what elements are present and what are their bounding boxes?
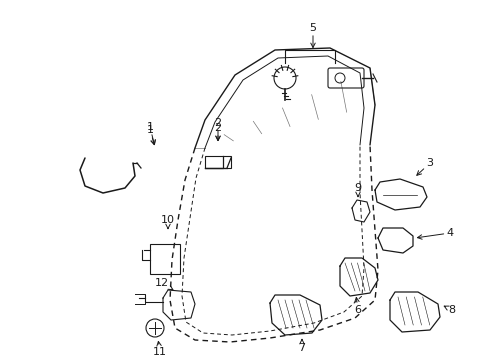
Text: 1: 1 [146, 122, 155, 145]
Text: 11: 11 [153, 341, 167, 357]
Text: 5: 5 [309, 23, 316, 48]
Bar [150, 244, 180, 274]
Text: 8: 8 [443, 305, 455, 315]
Text: 12: 12 [155, 278, 173, 290]
Text: 4: 4 [417, 228, 453, 239]
Text: 1: 1 [146, 125, 155, 145]
Text: 9: 9 [354, 183, 361, 197]
Text: 2: 2 [214, 118, 221, 140]
Text: 6: 6 [354, 297, 361, 315]
Text: 2: 2 [214, 123, 221, 140]
Bar [204, 156, 230, 168]
Text: 10: 10 [161, 215, 175, 229]
Text: 7: 7 [298, 339, 305, 353]
Text: 3: 3 [416, 158, 433, 175]
